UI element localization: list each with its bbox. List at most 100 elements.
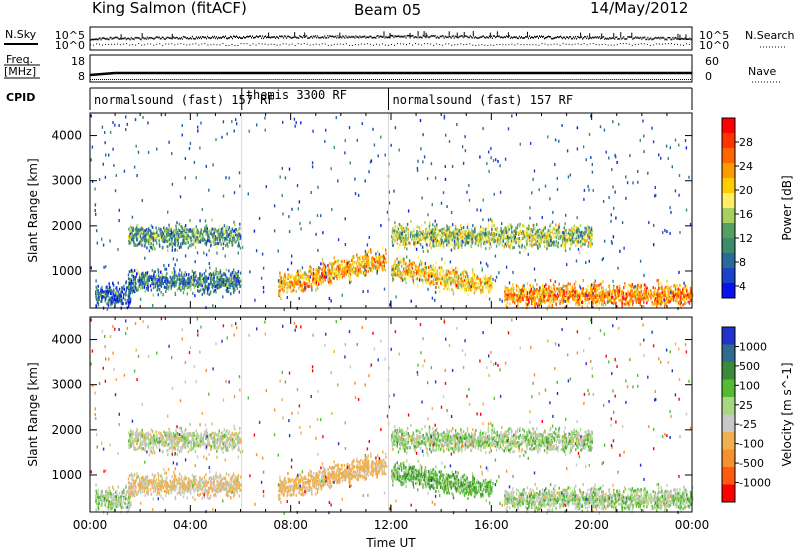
data-cell <box>234 271 236 275</box>
data-cell <box>414 245 416 249</box>
nave-dot <box>250 79 252 80</box>
data-cell <box>374 258 377 262</box>
data-cell <box>433 229 435 233</box>
nsearch-dot <box>138 43 140 45</box>
data-cell <box>405 281 407 285</box>
data-cell <box>303 272 305 276</box>
data-cell <box>197 285 200 289</box>
nave-dot <box>587 79 589 80</box>
data-cell <box>304 282 307 286</box>
data-cell <box>462 226 465 230</box>
data-cell <box>98 291 101 295</box>
data-cell <box>129 291 131 295</box>
nsearch-dot <box>204 43 206 45</box>
nave-dot <box>531 79 533 80</box>
data-cell <box>335 267 337 271</box>
nave-dot <box>268 79 270 80</box>
data-cell <box>518 237 521 240</box>
data-cell <box>210 283 212 287</box>
data-cell <box>558 237 560 240</box>
data-cell <box>212 284 214 288</box>
data-cell <box>553 234 556 237</box>
data-cell <box>158 287 161 291</box>
data-cell <box>382 260 384 264</box>
data-cell <box>589 244 591 248</box>
data-cell <box>226 279 228 282</box>
nsearch-dot <box>517 43 519 45</box>
data-cell <box>124 298 126 301</box>
data-cell <box>144 229 146 233</box>
data-cell <box>572 240 574 244</box>
data-cell <box>289 289 291 293</box>
data-cell <box>96 301 99 305</box>
nave-dot <box>94 79 96 80</box>
data-cell <box>361 265 363 269</box>
data-cell <box>399 223 401 227</box>
data-cell <box>183 273 185 277</box>
data-cell <box>477 232 479 236</box>
data-cell <box>232 280 234 284</box>
data-cell <box>583 231 585 235</box>
data-cell <box>149 234 151 238</box>
nsearch-dot <box>144 44 146 46</box>
data-cell <box>97 303 100 307</box>
data-cell <box>225 234 228 238</box>
data-cell <box>323 270 325 274</box>
data-cell <box>413 234 416 237</box>
data-cell <box>485 238 488 242</box>
data-cell <box>154 236 156 240</box>
data-cell <box>226 286 228 290</box>
data-cell <box>472 224 474 228</box>
data-cell <box>143 236 145 240</box>
data-cell <box>137 233 139 237</box>
nave-dot <box>679 79 681 80</box>
data-cell <box>212 278 214 281</box>
data-cell <box>392 243 394 247</box>
data-cell <box>110 289 112 293</box>
data-cell <box>173 274 175 278</box>
data-cell <box>406 247 408 251</box>
data-cell <box>321 272 324 276</box>
data-cell <box>381 266 384 270</box>
data-cell <box>498 234 500 238</box>
data-cell <box>152 293 154 297</box>
data-cell <box>397 246 400 250</box>
nsearch-dot <box>363 43 365 45</box>
data-cell <box>360 270 362 274</box>
data-cell <box>565 228 567 232</box>
nave-dot <box>336 79 338 80</box>
data-cell <box>546 239 548 243</box>
data-cell <box>563 226 565 230</box>
data-cell <box>364 271 366 275</box>
data-cell <box>141 286 143 290</box>
data-cell <box>181 234 184 238</box>
data-cell <box>170 231 173 235</box>
data-cell <box>434 231 437 235</box>
data-cell <box>203 278 205 282</box>
data-cell <box>359 263 362 267</box>
nsearch-dot <box>108 44 110 46</box>
data-cell <box>190 236 192 240</box>
data-cell <box>508 223 510 227</box>
data-cell <box>483 227 485 231</box>
data-cell <box>219 232 221 236</box>
data-cell <box>101 296 103 300</box>
nave-dot <box>457 79 459 80</box>
data-cell <box>367 257 369 261</box>
data-cell <box>213 276 215 280</box>
data-cell <box>363 271 365 274</box>
data-cell <box>228 290 230 294</box>
nave-dot <box>108 79 110 80</box>
data-cell <box>208 240 211 243</box>
nsearch-dot <box>604 43 606 45</box>
nave-dot <box>559 79 561 80</box>
data-cell <box>405 233 407 237</box>
nave-dot <box>607 79 609 80</box>
data-cell <box>527 238 529 242</box>
data-cell <box>458 244 460 248</box>
data-cell <box>238 234 240 238</box>
data-cell <box>154 285 157 289</box>
data-cell <box>154 270 156 273</box>
nave-dot <box>242 79 244 80</box>
data-cell <box>147 284 149 288</box>
